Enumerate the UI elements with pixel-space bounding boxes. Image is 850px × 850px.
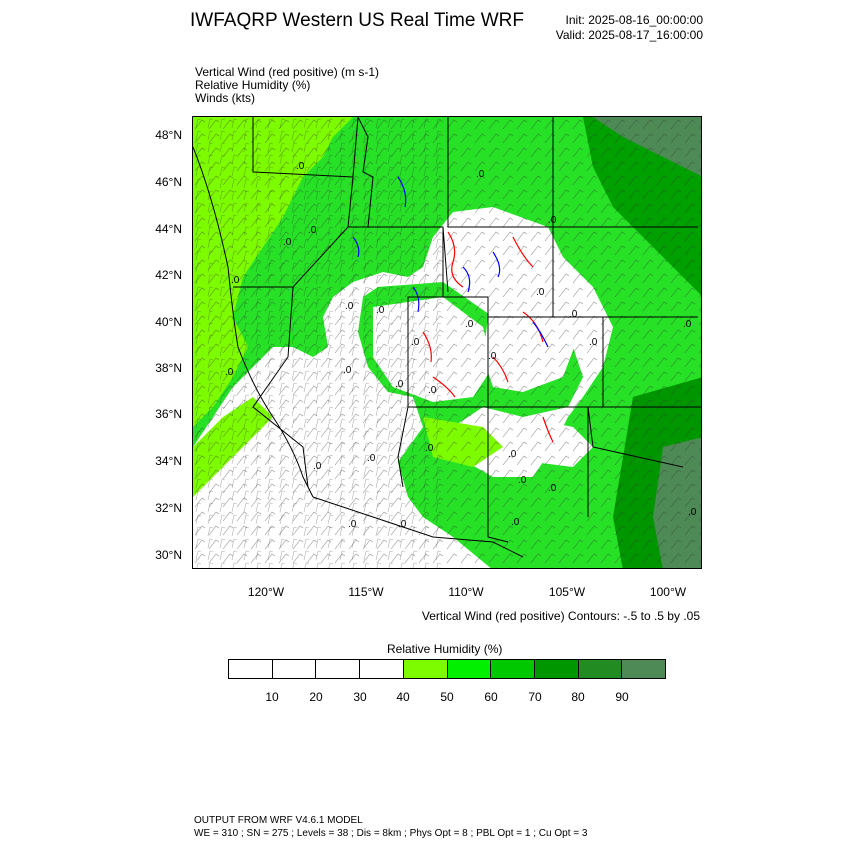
lat-label: 46°N (155, 175, 182, 189)
contour-label: .0 (683, 319, 692, 330)
map-panel: .0 .0 .0 .0 .0 .0 .0 .0 .0 .0 .0 .0 .0 .… (192, 116, 702, 569)
field-vertical-wind: Vertical Wind (red positive) (m s-1) (195, 65, 380, 79)
lon-label: 105°W (548, 585, 586, 599)
colorbar-swatch (491, 660, 535, 678)
contour-info: Vertical Wind (red positive) Contours: -… (421, 609, 700, 623)
contour-label: .0 (488, 351, 497, 362)
contour-label: .0 (343, 365, 352, 376)
contour-label: .0 (345, 301, 354, 312)
contour-label: .0 (428, 385, 437, 396)
contour-label: .0 (376, 305, 385, 316)
contour-label: .0 (231, 275, 240, 286)
colorbar-label: 70 (528, 690, 542, 704)
colorbar-label: 80 (571, 690, 585, 704)
colorbar-swatch (447, 660, 492, 678)
colorbar-swatch (360, 660, 404, 678)
contour-label: .0 (536, 287, 545, 298)
colorbar-label: 10 (265, 690, 279, 704)
colorbar-swatch (229, 660, 273, 678)
lat-label: 30°N (155, 548, 182, 562)
contour-label: .0 (548, 215, 557, 226)
lon-label: 115°W (348, 585, 384, 599)
colorbar-title: Relative Humidity (%) (387, 642, 503, 656)
lat-label: 44°N (155, 222, 182, 236)
colorbar-swatch (272, 660, 317, 678)
lat-label: 48°N (155, 128, 182, 142)
colorbar-swatch (622, 660, 666, 678)
model-info-line1: OUTPUT FROM WRF V4.6.1 MODEL (194, 815, 363, 826)
lon-label: 120°W (247, 585, 285, 599)
lat-label: 40°N (155, 315, 182, 329)
model-info-line2: WE = 310 ; SN = 275 ; Levels = 38 ; Dis … (194, 828, 588, 839)
lat-label: 42°N (155, 268, 182, 282)
contour-label: .0 (476, 169, 485, 180)
lon-label: 110°W (448, 585, 484, 599)
lat-label: 36°N (155, 407, 182, 421)
lat-label: 38°N (155, 361, 182, 375)
field-relative-humidity: Relative Humidity (%) (195, 78, 311, 92)
contour-label: .0 (367, 453, 376, 464)
colorbar-swatch (578, 660, 623, 678)
colorbar-label: 90 (615, 690, 629, 704)
init-time: Init: 2025-08-16_00:00:00 (565, 13, 703, 27)
colorbar-label: 60 (484, 690, 498, 704)
contour-label: .0 (425, 443, 434, 454)
contour-label: .0 (225, 367, 234, 378)
colorbar (228, 659, 666, 679)
contour-label: .0 (395, 379, 404, 390)
contour-label: .0 (548, 483, 557, 494)
contour-label: .0 (348, 519, 357, 530)
contour-label: .0 (313, 461, 322, 472)
colorbar-label: 20 (309, 690, 323, 704)
lon-label: 100°W (649, 585, 687, 599)
contour-label: .0 (589, 337, 598, 348)
colorbar-swatch (403, 660, 448, 678)
colorbar-label: 40 (396, 690, 410, 704)
political-borders (193, 117, 701, 558)
lat-label: 34°N (155, 454, 182, 468)
colorbar-swatch (316, 660, 361, 678)
colorbar-swatch (534, 660, 579, 678)
field-winds: Winds (kts) (195, 91, 255, 105)
contour-label: .0 (308, 225, 317, 236)
contour-label: .0 (283, 237, 292, 248)
contour-label: .0 (296, 161, 305, 172)
contour-label: .0 (569, 309, 578, 320)
map-canvas: .0 .0 .0 .0 .0 .0 .0 .0 .0 .0 .0 .0 .0 .… (193, 117, 701, 568)
lat-label: 32°N (155, 501, 182, 515)
contour-label: .0 (518, 475, 527, 486)
contour-labels: .0 .0 .0 .0 .0 .0 .0 .0 .0 .0 .0 .0 .0 .… (225, 161, 697, 530)
contour-label: .0 (411, 337, 420, 348)
contour-label: .0 (688, 507, 697, 518)
contour-label: .0 (511, 517, 520, 528)
plot-title: IWFAQRP Western US Real Time WRF (190, 10, 524, 31)
contour-label: .0 (508, 449, 517, 460)
colorbar-label: 30 (353, 690, 367, 704)
colorbar-label: 50 (440, 690, 454, 704)
contour-label: .0 (465, 319, 474, 330)
vertical-wind-contours (352, 176, 554, 443)
contour-label: .0 (398, 519, 407, 530)
valid-time: Valid: 2025-08-17_16:00:00 (555, 28, 703, 42)
